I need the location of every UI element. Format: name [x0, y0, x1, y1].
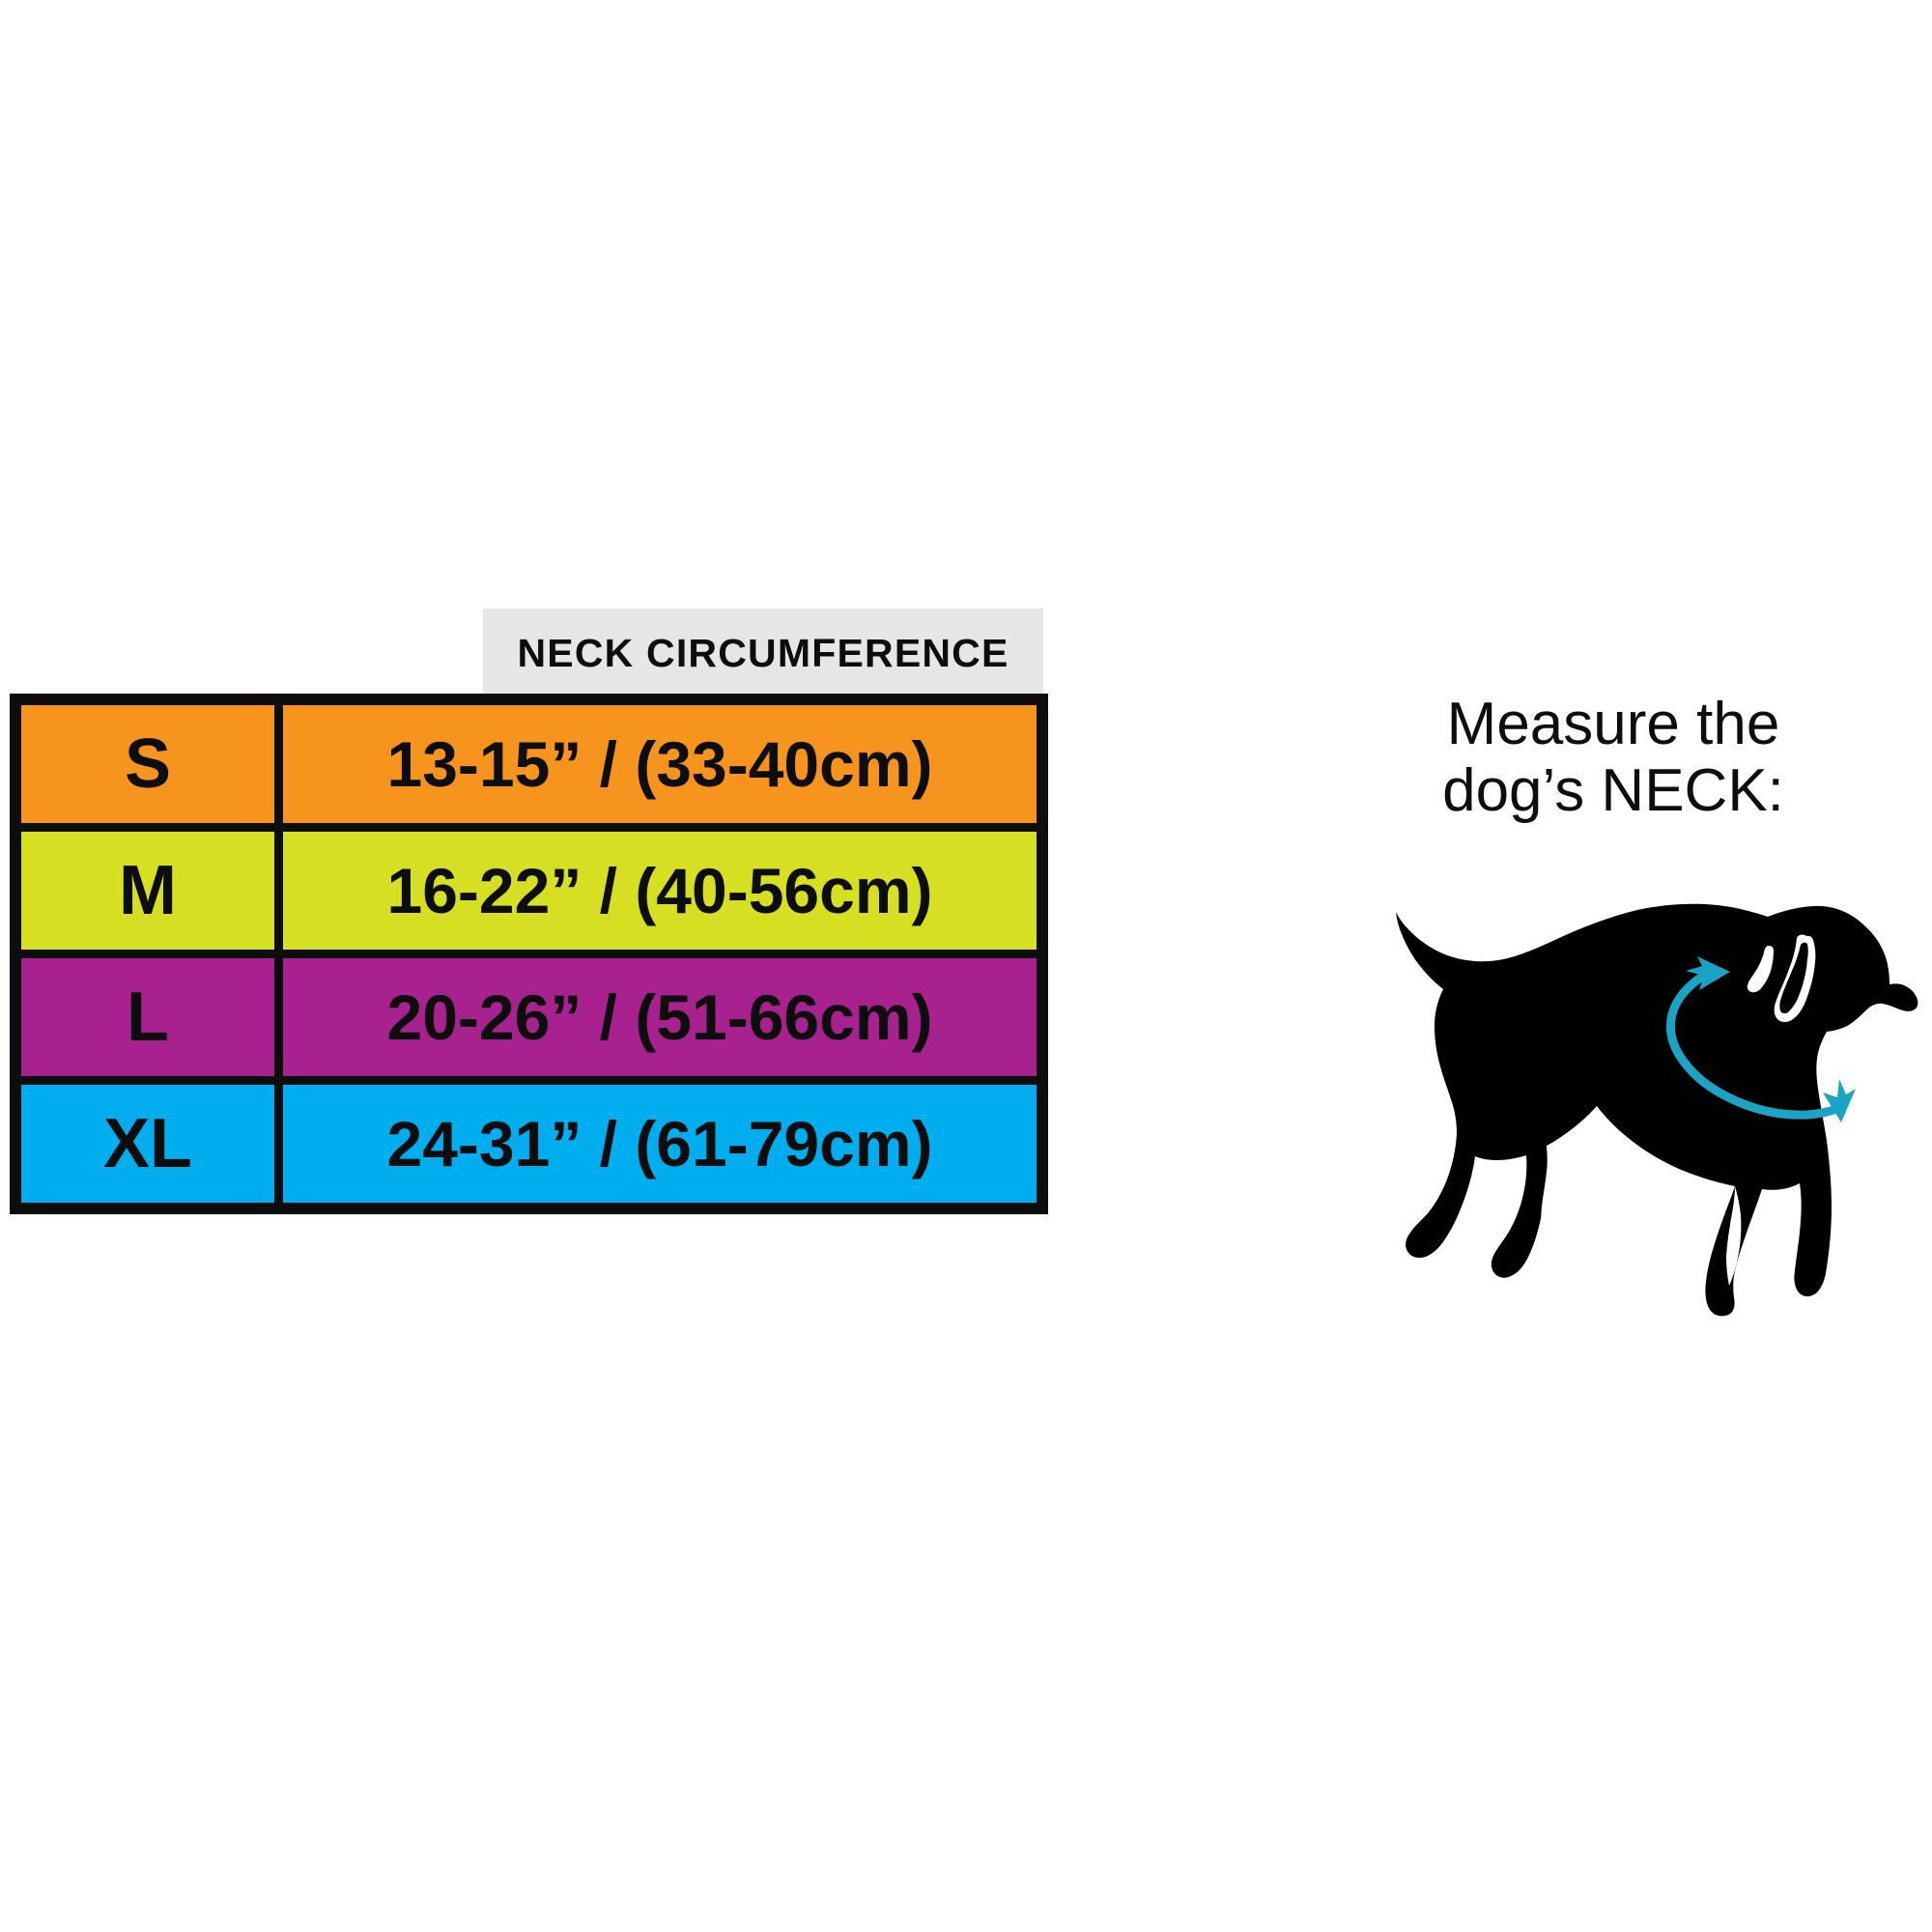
size-cell-l: L — [21, 958, 274, 1076]
loop-arrowhead-top — [1686, 956, 1730, 990]
size-cell-m: M — [21, 832, 274, 950]
range-cell-l: 20-26” / (51-66cm) — [283, 958, 1037, 1076]
range-cell-xl: 24-31” / (61-79cm) — [283, 1085, 1037, 1203]
size-table: S 13-15” / (33-40cm) M 16-22” / (40-56cm… — [10, 694, 1048, 1214]
range-label: 20-26” / (51-66cm) — [386, 981, 933, 1053]
dog-ear-icon — [1747, 934, 1816, 1022]
size-cell-s: S — [21, 705, 274, 823]
size-label: XL — [102, 1105, 192, 1182]
range-label: 24-31” / (61-79cm) — [386, 1108, 933, 1179]
table-row: M 16-22” / (40-56cm) — [21, 832, 1037, 950]
size-cell-xl: XL — [21, 1085, 274, 1203]
loop-arrowhead-bottom — [1823, 1079, 1856, 1122]
size-label: L — [127, 979, 169, 1056]
range-label: 13-15” / (33-40cm) — [386, 728, 933, 800]
measure-line-1: Measure the — [1446, 691, 1780, 757]
range-cell-s: 13-15” / (33-40cm) — [283, 705, 1037, 823]
measure-instruction: Measure the dog’s NECK: — [1372, 691, 1913, 825]
size-label: S — [124, 725, 172, 803]
table-row: S 13-15” / (33-40cm) — [21, 705, 1037, 823]
measure-instruction-text: Measure the dog’s NECK: — [1372, 691, 1855, 825]
chart-header-banner: NECK CIRCUMFERENCE — [483, 609, 1043, 698]
range-cell-m: 16-22” / (40-56cm) — [283, 832, 1037, 950]
dog-leg-detail — [1541, 1146, 1742, 1286]
table-row: L 20-26” / (51-66cm) — [21, 958, 1037, 1076]
table-row: XL 24-31” / (61-79cm) — [21, 1085, 1037, 1203]
dog-body-shape — [1396, 903, 1918, 1317]
dog-silhouette-icon — [1343, 850, 1922, 1333]
size-label: M — [119, 852, 177, 929]
chart-header-label: NECK CIRCUMFERENCE — [517, 631, 1009, 675]
range-label: 16-22” / (40-56cm) — [386, 855, 933, 926]
measure-line-2: dog’s NECK: — [1442, 757, 1784, 825]
